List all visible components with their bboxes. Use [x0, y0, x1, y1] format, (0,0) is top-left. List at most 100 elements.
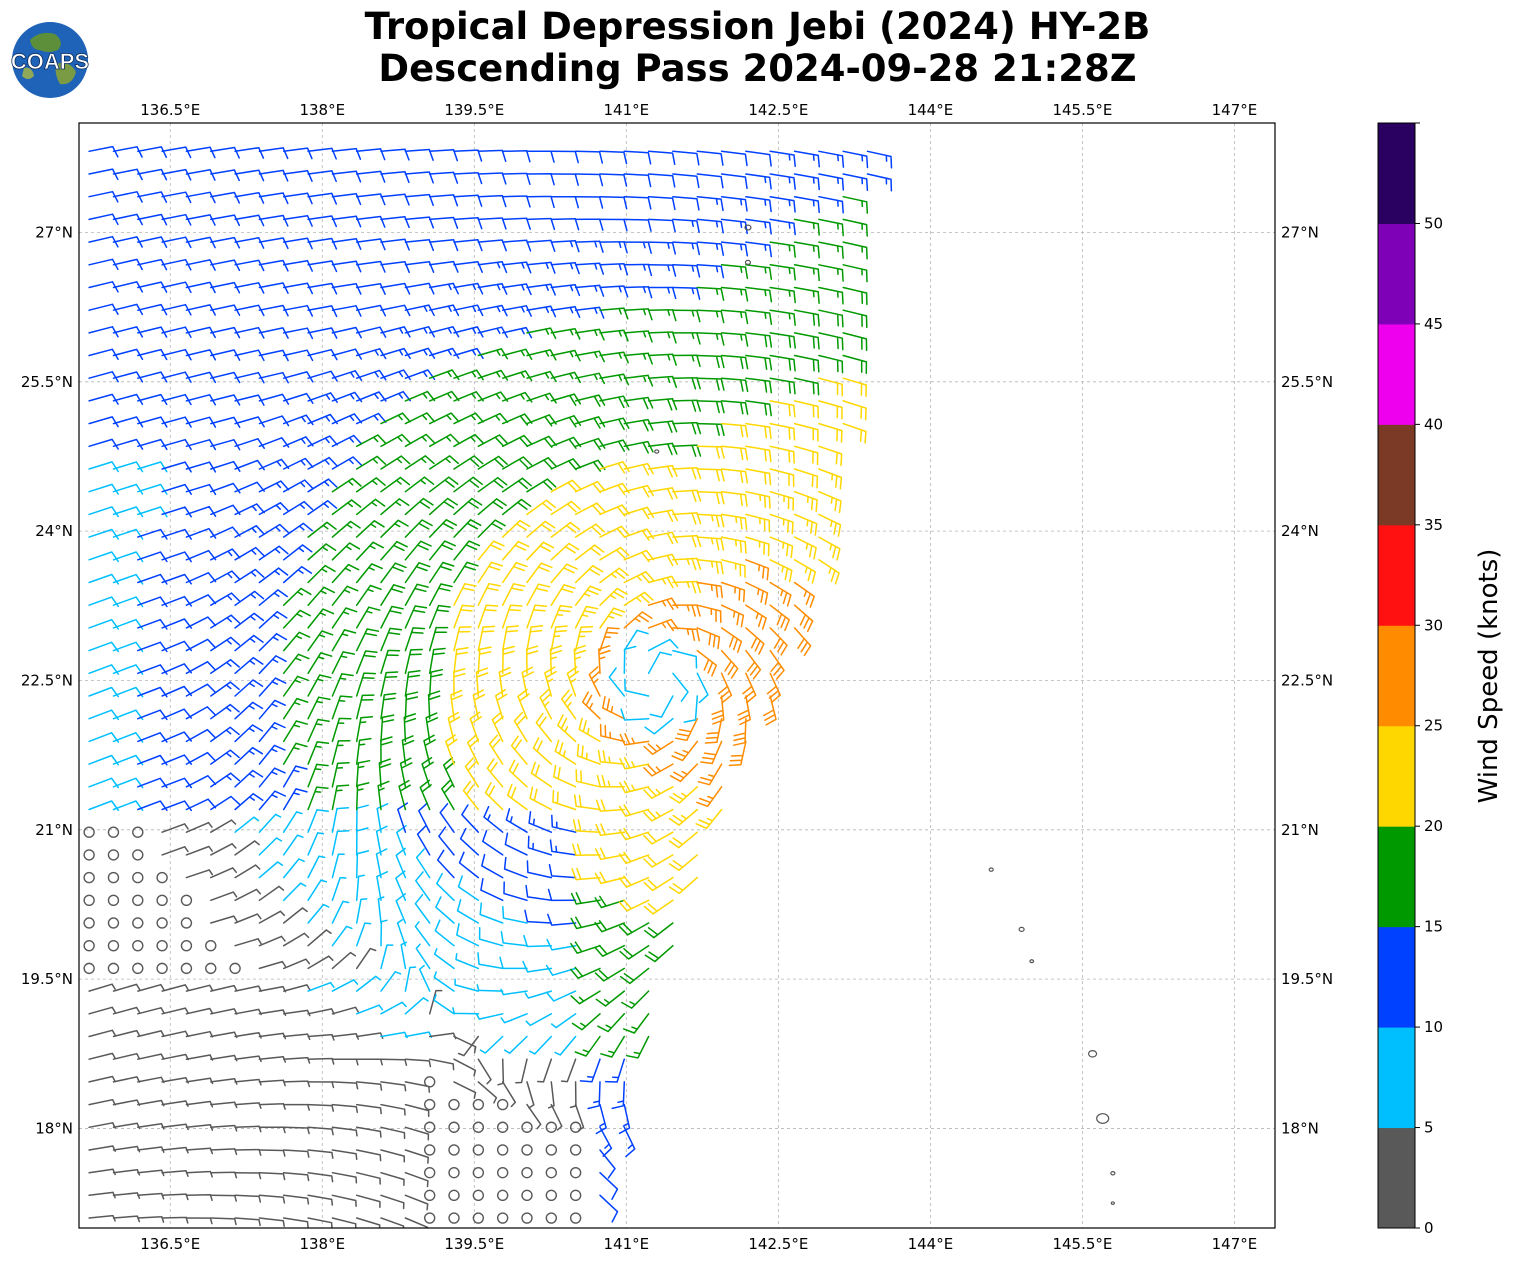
lon-tick-label-bottom: 142.5°E [748, 1235, 808, 1253]
wind-barb [161, 685, 193, 697]
wind-barb [550, 195, 580, 209]
wind-barb [594, 944, 626, 957]
wind-barb [477, 519, 506, 538]
wind-barb [355, 1032, 384, 1039]
wind-barb [282, 675, 310, 697]
wind-barb [453, 1058, 477, 1077]
wind-barb [380, 714, 395, 743]
wind-barb [696, 445, 725, 459]
wind-barb [258, 1079, 286, 1087]
wind-barb [258, 259, 289, 272]
wind-barb [112, 483, 144, 495]
wind-barb [547, 888, 577, 902]
wind-barb [596, 774, 626, 788]
wind-barb [769, 422, 796, 441]
colorbar-segment [1378, 223, 1415, 325]
wind-barb [185, 821, 213, 833]
wind-barb-calm [180, 917, 193, 929]
wind-barb-calm [107, 826, 120, 838]
wind-barb [501, 561, 528, 584]
wind-barb [355, 1004, 384, 1015]
wind-barb [618, 827, 650, 841]
wind-barb [618, 922, 650, 936]
wind-barb [88, 1052, 116, 1060]
wind-barb-calm [423, 1144, 436, 1156]
wind-barb [404, 455, 435, 470]
wind-barb [415, 871, 431, 902]
wind-barb [258, 861, 284, 879]
wind-barb [185, 1007, 214, 1015]
wind-barb [453, 561, 479, 584]
wind-barb [619, 780, 650, 794]
wind-barb [137, 664, 168, 675]
wind-barb [647, 509, 678, 522]
wind-barb [161, 1146, 189, 1154]
wind-barb [161, 416, 192, 428]
wind-barb [697, 763, 723, 786]
wind-barb [258, 935, 286, 947]
wind-barb [476, 984, 504, 992]
wind-barb [331, 1171, 358, 1184]
wind-barb [453, 1081, 477, 1099]
wind-barb [793, 332, 820, 350]
wind-barb [745, 377, 773, 394]
wind-barb [404, 476, 435, 493]
wind-barb [258, 237, 289, 250]
lat-tick-label-left: 25.5°N [21, 373, 73, 391]
wind-barb [793, 173, 820, 191]
wind-barb [501, 195, 531, 208]
wind-barb [599, 150, 628, 165]
wind-barb [793, 490, 818, 513]
wind-barb [623, 484, 654, 498]
wind-barb [539, 688, 553, 720]
wind-barb [234, 438, 265, 449]
wind-barb [282, 697, 309, 720]
wind-barb [545, 990, 577, 1002]
wind-barb [404, 282, 435, 295]
wind-barb [696, 195, 724, 212]
colorbar-segment [1378, 123, 1415, 224]
lat-tick-label-right: 18°N [1281, 1119, 1319, 1137]
wind-barb [137, 393, 168, 406]
wind-barb [453, 171, 483, 185]
wind-barb [404, 1217, 429, 1228]
wind-barb [501, 305, 532, 317]
wind-barb [210, 1101, 238, 1109]
wind-barb-calm [448, 1189, 460, 1202]
wind-barb [574, 416, 606, 429]
wind-barb-calm [83, 939, 95, 952]
wind-barb [210, 681, 240, 697]
wind-barb [331, 1103, 359, 1114]
wind-barb [842, 400, 867, 421]
wind-barb [258, 1056, 287, 1063]
wind-barb [355, 650, 378, 675]
wind-barb [307, 955, 334, 970]
wind-barb-calm [107, 849, 120, 861]
wind-barb [818, 150, 845, 168]
wind-barb [436, 872, 455, 902]
wind-barb [672, 264, 701, 278]
wind-barb-calm [107, 894, 120, 906]
wind-barb [428, 260, 459, 273]
wind-barb [620, 708, 650, 721]
wind-barb [570, 941, 601, 954]
wind-barb [647, 464, 678, 478]
wind-barb [720, 559, 746, 578]
lon-tick-label-top: 138°E [299, 101, 345, 119]
wind-barb [597, 1013, 626, 1033]
wind-barb [574, 565, 604, 584]
wind-barb [745, 173, 772, 190]
wind-barb [282, 932, 310, 947]
wind-barb [234, 985, 262, 992]
wind-barb [112, 1099, 141, 1106]
wind-barb [704, 717, 723, 744]
wind-barb [161, 1216, 189, 1224]
wind-barb [574, 626, 594, 652]
wind-barb [672, 332, 701, 345]
wind-barb [112, 506, 144, 518]
wind-barb [234, 840, 260, 856]
wind-barb [477, 476, 508, 493]
wind-barb [745, 332, 773, 348]
wind-barb [581, 691, 601, 720]
wind-barb [185, 1100, 214, 1108]
